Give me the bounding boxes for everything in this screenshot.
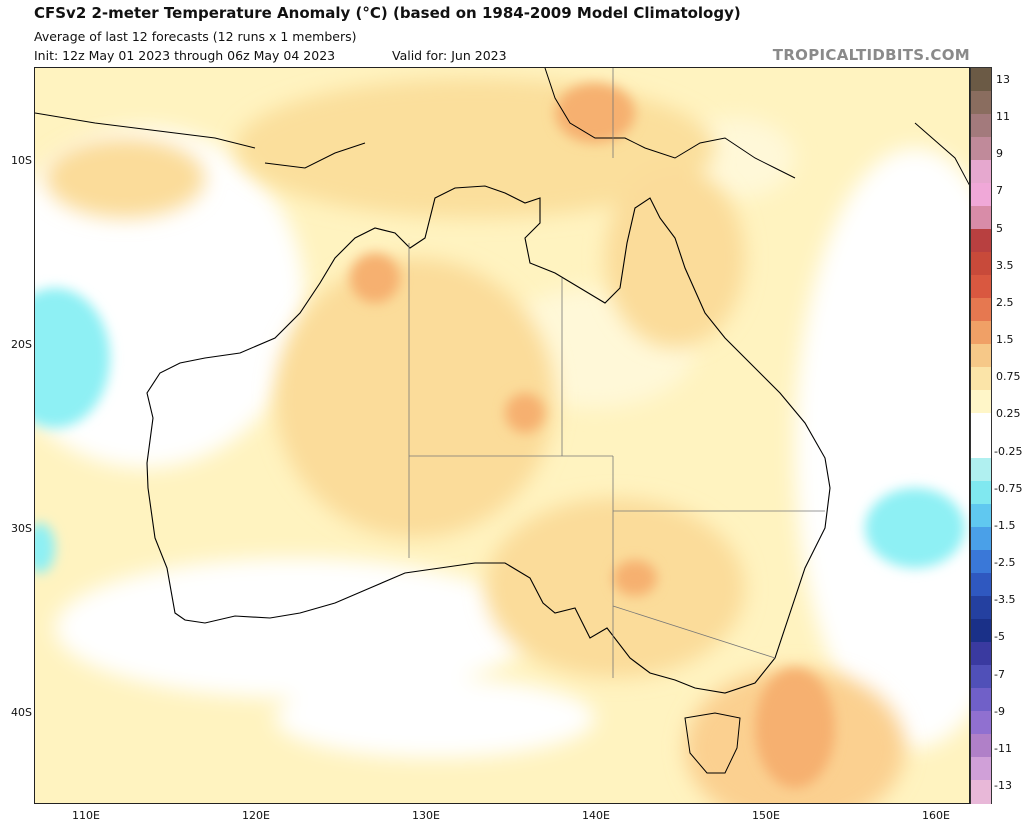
colorbar-segment (971, 757, 991, 781)
colorbar-tick-label: -5 (994, 630, 1005, 644)
colorbar-tick-label: -1.5 (994, 518, 1016, 532)
lon-label-160e: 160E (922, 809, 950, 822)
colorbar-tick-label: 1.5 (996, 333, 1014, 347)
colorbar-segment (971, 665, 991, 689)
colorbar-tick-label: -0.25 (994, 444, 1023, 458)
lon-label-150e: 150E (752, 809, 780, 822)
colorbar-segment (971, 780, 991, 804)
colorbar-segment (971, 711, 991, 735)
colorbar-tick-label: 11 (996, 110, 1010, 124)
colorbar-tick-label: -2.5 (994, 556, 1016, 570)
map-title: CFSv2 2-meter Temperature Anomaly (°C) (… (34, 4, 741, 22)
colorbar-tick-label: -3.5 (994, 593, 1016, 607)
colorbar-tick-label: 5 (996, 221, 1003, 235)
cool-anomaly-regions (35, 288, 965, 573)
colorbar-tick-label: -9 (994, 704, 1005, 718)
colorbar-segment (971, 435, 991, 459)
lon-label-110e: 110E (72, 809, 100, 822)
colorbar-segment (971, 68, 991, 92)
colorbar-tick-label: 9 (996, 147, 1003, 161)
map-canvas (35, 68, 969, 803)
map-subtitle: Average of last 12 forecasts (12 runs x … (34, 29, 357, 44)
colorbar-tick-label: 0.25 (996, 407, 1021, 421)
colorbar-tick-label: -11 (994, 741, 1012, 755)
colorbar (970, 67, 992, 804)
colorbar-tick-label: -0.75 (994, 481, 1023, 495)
colorbar-segment (971, 343, 991, 368)
colorbar-segment (971, 320, 991, 345)
colorbar-segment (971, 251, 991, 276)
colorbar-segment (971, 619, 991, 643)
colorbar-tick-label: 2.5 (996, 295, 1014, 309)
coastline-north-islands (35, 112, 969, 186)
coastline-new-guinea (544, 68, 796, 179)
colorbar-segment (971, 182, 991, 207)
colorbar-segment (971, 389, 991, 414)
lon-label-120e: 120E (242, 809, 270, 822)
valid-time-label: Valid for: Jun 2023 (392, 48, 507, 63)
colorbar-tick-label: 0.75 (996, 370, 1021, 384)
colorbar-segment (971, 136, 991, 161)
colorbar-tick-label: -13 (994, 779, 1012, 792)
colorbar-segment (971, 573, 991, 597)
colorbar-segment (971, 205, 991, 230)
lon-label-140e: 140E (582, 809, 610, 822)
lon-label-130e: 130E (412, 809, 440, 822)
colorbar-segment (971, 734, 991, 758)
colorbar-segment (971, 274, 991, 299)
colorbar-segment (971, 550, 991, 574)
colorbar-segment (971, 688, 991, 712)
colorbar-segment (971, 228, 991, 253)
coastline-australia (146, 185, 831, 694)
colorbar-tick-label: 13 (996, 73, 1010, 86)
colorbar-segment (971, 504, 991, 528)
lat-label-40s: 40S (11, 706, 32, 719)
brand-watermark: TROPICALTIDBITS.COM (772, 46, 970, 64)
colorbar-tick-label: 3.5 (996, 258, 1014, 272)
colorbar-segment (971, 159, 991, 184)
colorbar-segment (971, 113, 991, 138)
colorbar-segment (971, 642, 991, 666)
colorbar-tick-label: 7 (996, 184, 1003, 198)
colorbar-segment (971, 412, 991, 436)
colorbar-segment (971, 458, 991, 482)
lat-label-30s: 30S (11, 522, 32, 535)
colorbar-segment (971, 90, 991, 115)
colorbar-segment (971, 481, 991, 505)
init-time-label: Init: 12z May 01 2023 through 06z May 04… (34, 48, 336, 63)
colorbar-segment (971, 297, 991, 322)
lat-label-20s: 20S (11, 338, 32, 351)
colorbar-tick-label: -7 (994, 667, 1005, 681)
state-borders (408, 68, 825, 678)
moderate-warm-regions (350, 83, 835, 788)
coastline-tasmania (684, 712, 741, 774)
colorbar-segment (971, 527, 991, 551)
colorbar-segment (971, 596, 991, 620)
colorbar-segment (971, 366, 991, 391)
lat-label-10s: 10S (11, 154, 32, 167)
anomaly-map (34, 67, 970, 804)
